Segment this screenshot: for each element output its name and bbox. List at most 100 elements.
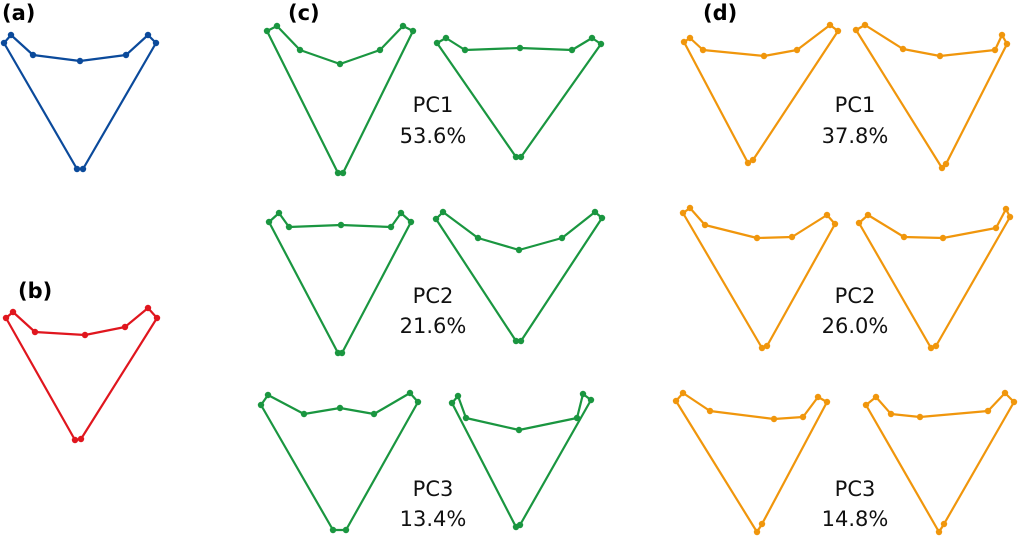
pc1-d-neg-landmark-4 bbox=[760, 52, 768, 60]
pc1-c-neg-landmark-6 bbox=[399, 22, 407, 30]
pc2-c-pos-landmark-6 bbox=[591, 208, 599, 216]
mean-shape-b-landmark-8 bbox=[77, 435, 85, 443]
pc1-c-pos-landmark-1 bbox=[433, 39, 441, 47]
mean-shape-b bbox=[2, 304, 161, 444]
pc2-c-neg-landmark-3 bbox=[285, 223, 293, 231]
mean-shape-b-landmark-9 bbox=[71, 436, 79, 444]
pc3-d-pos-landmark-5 bbox=[984, 407, 992, 415]
pc3-d-neg bbox=[672, 389, 831, 536]
pc2-c-neg-landmark-1 bbox=[265, 218, 273, 226]
pc1-d-neg-landmark-5 bbox=[793, 46, 801, 54]
pc2-d-neg-landmark-3 bbox=[701, 221, 709, 229]
pc1-d-pos-landmark-9 bbox=[938, 164, 946, 172]
pc2-d-pos-landmark-4 bbox=[939, 234, 947, 242]
pc1-c-pos-landmark-7 bbox=[597, 40, 605, 48]
pc2-c-pos-landmark-9 bbox=[512, 337, 520, 345]
mean-shape-b-outline bbox=[4, 306, 159, 442]
pc1-d-neg-outline bbox=[682, 23, 840, 165]
pc3-d-neg-landmark-9 bbox=[753, 528, 761, 536]
pc1-c-pos bbox=[433, 34, 605, 161]
pc3-c-name: PC3 bbox=[413, 477, 454, 501]
pc3-d-neg-landmark-3 bbox=[706, 407, 714, 415]
pc3-d-pos-landmark-2 bbox=[872, 393, 880, 401]
pc3-c-neg-landmark-5 bbox=[370, 410, 378, 418]
pc1-d-pos-landmark-5 bbox=[991, 46, 999, 54]
pc3-c-neg-outline bbox=[259, 391, 420, 532]
pc1-c-neg-landmark-7 bbox=[409, 27, 417, 35]
mean-shape-b-landmark-7 bbox=[153, 314, 161, 322]
pc2-d-neg-landmark-6 bbox=[823, 211, 831, 219]
pc3-d-pos bbox=[862, 389, 1018, 536]
pc3-d-pos-outline bbox=[864, 391, 1016, 534]
mean-shape-a-landmark-9 bbox=[73, 165, 81, 173]
pc2-c-neg-landmark-6 bbox=[397, 209, 405, 217]
pc3-d-neg-landmark-4 bbox=[770, 415, 778, 423]
pc3-c-neg-landmark-8 bbox=[342, 526, 350, 534]
pc3-d-pos-landmark-1 bbox=[862, 401, 870, 409]
pc2-c-pos-landmark-7 bbox=[598, 214, 606, 222]
pc1-d-neg-landmark-7 bbox=[834, 27, 842, 35]
pc1-d-name: PC1 bbox=[835, 93, 876, 117]
pc1-c-pos-landmark-6 bbox=[588, 34, 596, 42]
pc3-c-neg bbox=[257, 389, 422, 534]
pc2-c-name: PC2 bbox=[413, 284, 454, 308]
pc3-c-neg-landmark-9 bbox=[329, 526, 337, 534]
mean-shape-b-landmark-3 bbox=[31, 328, 39, 336]
pc1-c-neg bbox=[263, 22, 417, 177]
pc2-c-neg-landmark-9 bbox=[334, 349, 342, 357]
pc3-c-pos-landmark-7 bbox=[587, 396, 595, 404]
pc3-d-neg-outline bbox=[674, 391, 829, 534]
pc1-c-neg-landmark-8 bbox=[339, 169, 347, 177]
pc3-d-neg-landmark-1 bbox=[672, 397, 680, 405]
pc2-c-neg-landmark-7 bbox=[407, 218, 415, 226]
pc3-d-name: PC3 bbox=[835, 477, 876, 501]
pc3-d-pos-landmark-9 bbox=[935, 528, 943, 536]
mean-shape-b-landmark-6 bbox=[144, 304, 152, 312]
pc2-d-pos-landmark-8 bbox=[932, 342, 940, 350]
pc1-c-pos-landmark-3 bbox=[461, 46, 469, 54]
pc2-d-neg bbox=[679, 204, 839, 352]
mean-shape-b-landmark-4 bbox=[81, 331, 89, 339]
pc1-c-neg-outline bbox=[265, 24, 415, 175]
pc3-c-neg-landmark-7 bbox=[414, 398, 422, 406]
pc2-c-neg-outline bbox=[267, 211, 413, 355]
pc3-d-neg-landmark-6 bbox=[814, 393, 822, 401]
pc1-c-neg-landmark-3 bbox=[296, 46, 304, 54]
pc2-c-pos bbox=[432, 208, 606, 345]
pc1-d-pos-landmark-6 bbox=[998, 31, 1006, 39]
pc3-d-pos-landmark-4 bbox=[916, 413, 924, 421]
pc1-d-pos-landmark-3 bbox=[899, 45, 907, 53]
pc1-d-neg-landmark-1 bbox=[680, 38, 688, 46]
mean-shape-a-landmark-4 bbox=[76, 57, 84, 65]
pc3-c-pos-landmark-4 bbox=[515, 426, 523, 434]
mean-shape-b-landmark-1 bbox=[2, 314, 10, 322]
mean-shape-b-landmark-2 bbox=[9, 308, 17, 316]
pc1-c-neg-landmark-5 bbox=[376, 46, 384, 54]
pc3-c-pos-landmark-9 bbox=[512, 523, 520, 531]
shape-outlines bbox=[0, 21, 1018, 536]
pc3-d-pos-landmark-8 bbox=[940, 520, 948, 528]
pc3-c-pos-landmark-6 bbox=[579, 390, 587, 398]
pc3-c-pos-outline bbox=[450, 392, 593, 529]
panel-a-label: (a) bbox=[2, 1, 35, 25]
pc3-d-neg-landmark-8 bbox=[758, 520, 766, 528]
mean-shape-a-landmark-5 bbox=[122, 51, 130, 59]
pc2-c-neg-landmark-5 bbox=[387, 223, 395, 231]
pc3-c-pos-landmark-2 bbox=[454, 392, 462, 400]
pc2-d-pos-landmark-9 bbox=[927, 344, 935, 352]
pc1-c-pos-landmark-4 bbox=[516, 44, 524, 52]
pc1-c-neg-landmark-1 bbox=[263, 27, 271, 35]
mean-shape-a-landmark-7 bbox=[152, 39, 160, 47]
pc1-c-name: PC1 bbox=[413, 93, 454, 117]
pc3-d-neg-landmark-2 bbox=[679, 389, 687, 397]
pc1-d-neg-landmark-9 bbox=[744, 159, 752, 167]
pc2-d-pos-landmark-2 bbox=[864, 211, 872, 219]
pc1-d-pos-landmark-2 bbox=[861, 21, 869, 29]
pc3-d-neg-landmark-5 bbox=[799, 413, 807, 421]
pc2-c-pos-landmark-5 bbox=[558, 234, 566, 242]
pc3-c-neg-landmark-3 bbox=[300, 410, 308, 418]
pc1-d-pos bbox=[852, 21, 1011, 172]
pc1-c-pos-landmark-8 bbox=[517, 153, 525, 161]
pc1-d-neg bbox=[680, 21, 842, 167]
